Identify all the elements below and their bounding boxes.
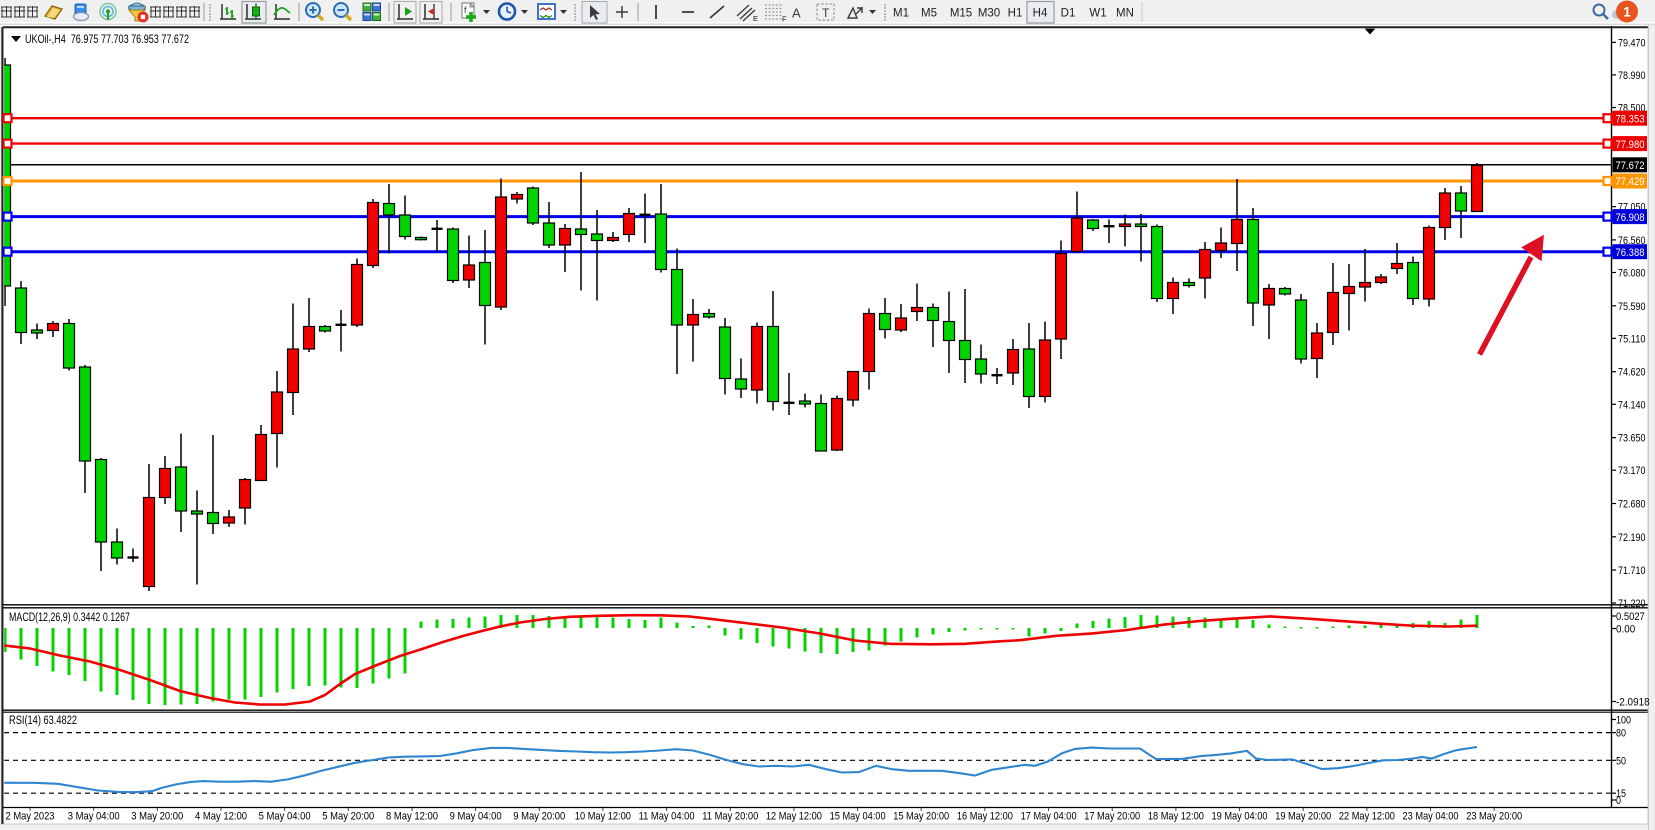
svg-text:77.429: 77.429	[1616, 176, 1645, 188]
svg-text:15: 15	[1616, 788, 1626, 800]
svg-text:8 May 12:00: 8 May 12:00	[386, 811, 438, 823]
svg-text:3 May 20:00: 3 May 20:00	[131, 811, 183, 823]
svg-text:74.620: 74.620	[1618, 367, 1646, 379]
svg-text:MN: MN	[1116, 8, 1134, 20]
svg-text:75.110: 75.110	[1618, 333, 1646, 345]
svg-text:UKOil-,H4 76.975 77.703 76.95: UKOil-,H4 76.975 77.703 76.953 77.672	[25, 32, 189, 46]
svg-text:A: A	[792, 6, 801, 21]
svg-text:0.00: 0.00	[1616, 624, 1635, 636]
svg-text:75.590: 75.590	[1618, 301, 1646, 313]
svg-text:77.672: 77.672	[1616, 160, 1645, 172]
svg-text:12 May 12:00: 12 May 12:00	[766, 811, 822, 823]
svg-text:18 May 12:00: 18 May 12:00	[1148, 811, 1204, 823]
svg-text:0: 0	[1616, 795, 1621, 807]
svg-text:1: 1	[1623, 5, 1631, 20]
svg-text:F: F	[782, 15, 787, 24]
svg-text:23 May 20:00: 23 May 20:00	[1466, 811, 1522, 823]
svg-text:17 May 04:00: 17 May 04:00	[1021, 811, 1077, 823]
svg-text:76.080: 76.080	[1618, 268, 1646, 280]
svg-text:5 May 04:00: 5 May 04:00	[259, 811, 311, 823]
svg-text:f: f	[464, 5, 467, 15]
svg-text:79.470: 79.470	[1618, 37, 1646, 49]
svg-text:4 May 12:00: 4 May 12:00	[195, 811, 247, 823]
svg-text:H1: H1	[1008, 8, 1023, 20]
svg-text:17 May 20:00: 17 May 20:00	[1084, 811, 1140, 823]
svg-text:71.710: 71.710	[1618, 565, 1646, 577]
svg-text:78.353: 78.353	[1616, 113, 1645, 125]
svg-text:H4: H4	[1033, 8, 1048, 20]
svg-text:2 May 2023: 2 May 2023	[6, 811, 55, 823]
svg-text:71.220: 71.220	[1618, 598, 1646, 610]
svg-text:M30: M30	[978, 8, 1000, 20]
svg-text:23 May 04:00: 23 May 04:00	[1403, 811, 1459, 823]
svg-text:19 May 20:00: 19 May 20:00	[1275, 811, 1331, 823]
svg-text:M5: M5	[921, 8, 937, 20]
svg-text:RSI(14) 63.4822: RSI(14) 63.4822	[9, 715, 77, 727]
svg-text:15 May 20:00: 15 May 20:00	[893, 811, 949, 823]
svg-text:E: E	[753, 14, 758, 23]
svg-text:78.990: 78.990	[1618, 70, 1646, 82]
svg-text:22 May 12:00: 22 May 12:00	[1339, 811, 1395, 823]
svg-text:W1: W1	[1089, 8, 1106, 20]
svg-text:77.980: 77.980	[1616, 139, 1645, 151]
svg-text:80: 80	[1616, 728, 1626, 740]
svg-text:T: T	[822, 6, 830, 20]
svg-text:11 May 04:00: 11 May 04:00	[639, 811, 695, 823]
svg-text:76.908: 76.908	[1616, 212, 1645, 224]
svg-text:76.388: 76.388	[1616, 247, 1645, 259]
svg-text:16 May 12:00: 16 May 12:00	[957, 811, 1013, 823]
svg-text:11 May 20:00: 11 May 20:00	[702, 811, 758, 823]
svg-text:100: 100	[1616, 715, 1631, 727]
svg-text:73.170: 73.170	[1618, 465, 1646, 477]
svg-text:D1: D1	[1061, 8, 1076, 20]
svg-text:72.680: 72.680	[1618, 499, 1646, 511]
svg-text:-2.0918: -2.0918	[1616, 697, 1650, 709]
svg-text:15 May 04:00: 15 May 04:00	[830, 811, 886, 823]
svg-text:5 May 20:00: 5 May 20:00	[322, 811, 374, 823]
svg-text:19 May 04:00: 19 May 04:00	[1212, 811, 1268, 823]
svg-text:74.140: 74.140	[1618, 399, 1646, 411]
svg-text:9 May 04:00: 9 May 04:00	[450, 811, 502, 823]
svg-text:50: 50	[1616, 755, 1626, 767]
svg-text:3 May 04:00: 3 May 04:00	[68, 811, 120, 823]
svg-text:M15: M15	[950, 8, 972, 20]
svg-text:MACD(12,26,9) 0.3442 0.1267: MACD(12,26,9) 0.3442 0.1267	[9, 612, 130, 624]
svg-text:10 May 12:00: 10 May 12:00	[575, 811, 631, 823]
svg-text:73.650: 73.650	[1618, 433, 1646, 445]
svg-text:72.190: 72.190	[1618, 532, 1646, 544]
svg-text:76.560: 76.560	[1618, 235, 1646, 247]
svg-text:M1: M1	[893, 8, 909, 20]
svg-text:0.5027: 0.5027	[1616, 611, 1645, 623]
svg-text:9 May 20:00: 9 May 20:00	[513, 811, 565, 823]
